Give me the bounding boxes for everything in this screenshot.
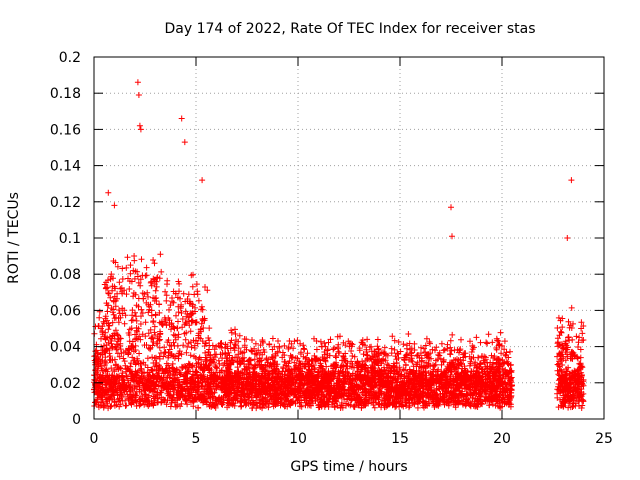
y-tick-label: 0.02 bbox=[50, 376, 81, 392]
y-tick-label: 0.18 bbox=[50, 86, 81, 102]
chart-title: Day 174 of 2022, Rate Of TEC Index for r… bbox=[164, 21, 535, 37]
y-tick-label: 0.2 bbox=[59, 50, 81, 66]
y-axis-label: ROTI / TECUs bbox=[6, 192, 22, 284]
y-tick-label: 0.14 bbox=[50, 159, 81, 175]
x-tick-label: 5 bbox=[192, 431, 201, 447]
grid-lines bbox=[94, 57, 604, 419]
tick-labels: 0 0.02 0.04 0.06 0.08 0.1 0.12 0.14 0.16 0.18 0.2 0… bbox=[50, 50, 613, 447]
x-tick-label: 0 bbox=[90, 431, 99, 447]
y-tick-label: 0.06 bbox=[50, 303, 81, 319]
x-tick-label: 10 bbox=[289, 431, 307, 447]
y-tick-label: 0.08 bbox=[50, 267, 81, 283]
x-axis-label: GPS time / hours bbox=[290, 459, 407, 475]
x-tick-label: 25 bbox=[595, 431, 613, 447]
x-tick-label: 15 bbox=[391, 431, 409, 447]
data-points bbox=[91, 79, 587, 412]
y-tick-label: 0 bbox=[72, 412, 81, 428]
y-tick-label: 0.12 bbox=[50, 195, 81, 211]
x-tick-label: 20 bbox=[493, 431, 511, 447]
plot-border bbox=[93, 56, 605, 420]
y-tick-label: 0.16 bbox=[50, 122, 81, 138]
y-tick-label: 0.04 bbox=[50, 340, 81, 356]
scatter-points bbox=[91, 79, 587, 412]
y-tick-label: 0.1 bbox=[59, 231, 81, 247]
